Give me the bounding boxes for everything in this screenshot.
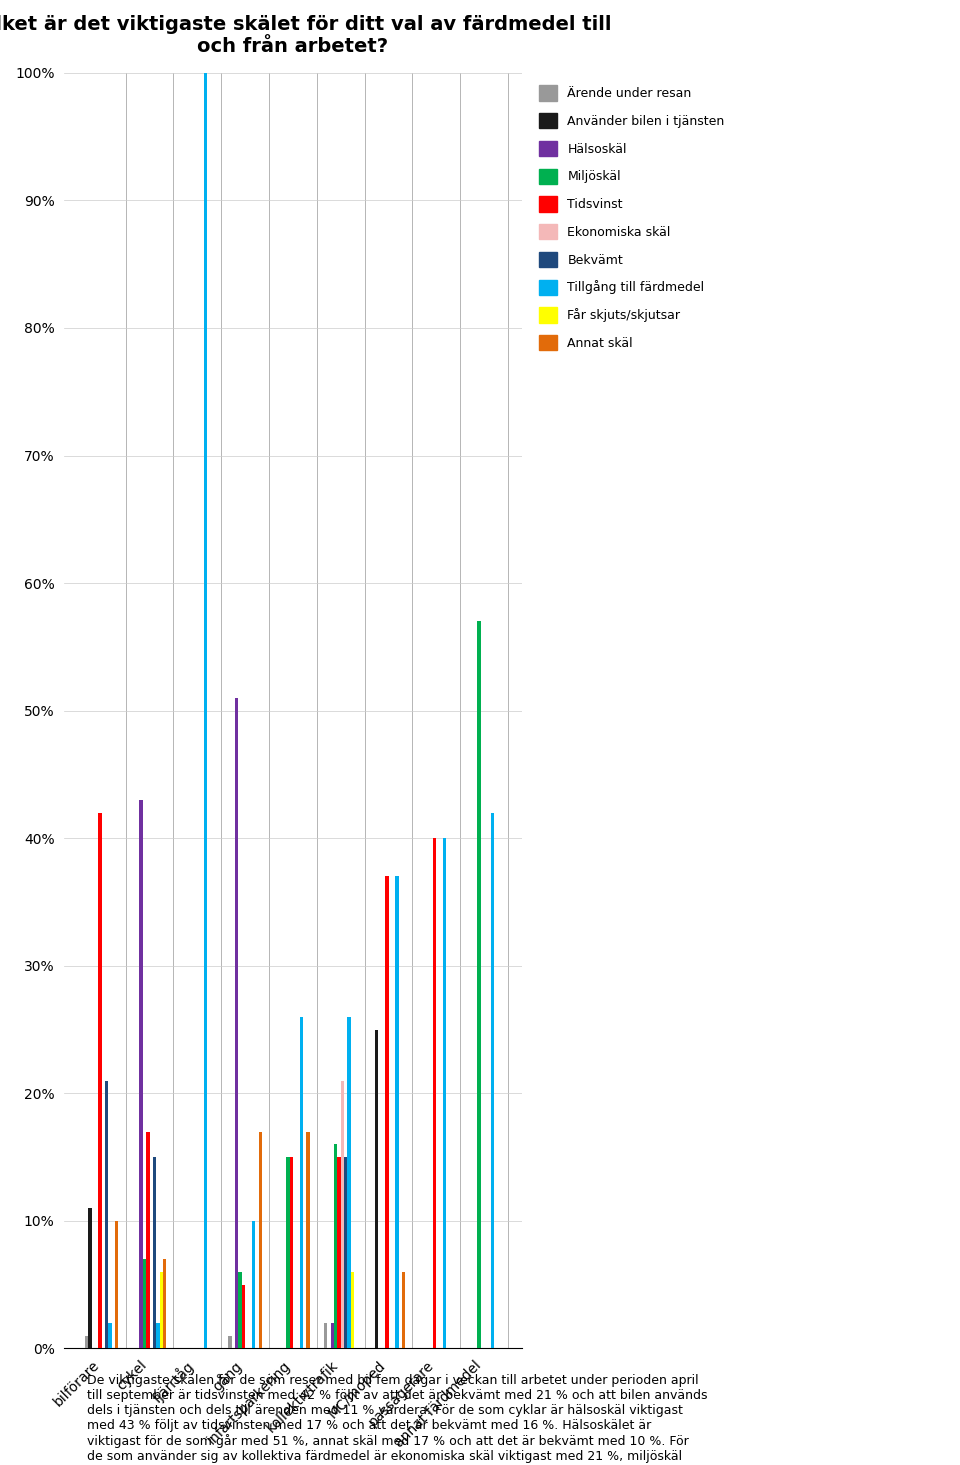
Bar — [491, 813, 494, 1348]
Text: De viktigaste skälen för de som reser med bil fem dagar i veckan till arbetet un: De viktigaste skälen för de som reser me… — [87, 1374, 708, 1465]
Bar — [105, 1081, 108, 1348]
Bar — [143, 1258, 146, 1348]
Bar — [350, 1272, 354, 1348]
Bar — [290, 1157, 293, 1348]
Bar — [139, 800, 143, 1348]
Bar — [324, 1323, 327, 1348]
Bar — [163, 1258, 166, 1348]
Bar — [443, 838, 446, 1348]
Bar — [156, 1323, 159, 1348]
Bar — [88, 1209, 92, 1348]
Bar — [402, 1272, 405, 1348]
Bar — [337, 1157, 341, 1348]
Bar — [108, 1323, 111, 1348]
Bar — [348, 1017, 350, 1348]
Bar — [286, 1157, 290, 1348]
Bar — [204, 73, 207, 1348]
Bar — [341, 1081, 344, 1348]
Bar — [159, 1272, 163, 1348]
Bar — [385, 876, 389, 1348]
Bar — [300, 1017, 303, 1348]
Bar — [235, 697, 238, 1348]
Bar — [477, 621, 481, 1348]
Bar — [330, 1323, 334, 1348]
Bar — [153, 1157, 156, 1348]
Bar — [228, 1336, 231, 1348]
Bar — [146, 1131, 150, 1348]
Bar — [252, 1220, 255, 1348]
Bar — [85, 1336, 88, 1348]
Bar — [115, 1220, 118, 1348]
Title: Vilket är det viktigaste skälet för ditt val av färdmedel till
och från arbetet?: Vilket är det viktigaste skälet för ditt… — [0, 15, 612, 56]
Bar — [396, 876, 398, 1348]
Bar — [334, 1144, 337, 1348]
Bar — [306, 1131, 310, 1348]
Legend: Ärende under resan, Använder bilen i tjänsten, Hälsoskäl, Miljöskäl, Tidsvinst, : Ärende under resan, Använder bilen i tjä… — [533, 79, 731, 356]
Bar — [344, 1157, 348, 1348]
Bar — [238, 1272, 242, 1348]
Bar — [258, 1131, 262, 1348]
Bar — [375, 1030, 378, 1348]
Bar — [433, 838, 436, 1348]
Bar — [242, 1285, 245, 1348]
Bar — [98, 813, 102, 1348]
